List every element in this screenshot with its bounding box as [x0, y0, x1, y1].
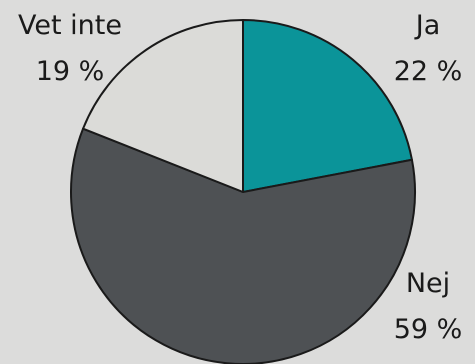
value-label-ja: 22 %: [394, 56, 463, 87]
label-vet-inte: Vet inte 19 %: [18, 10, 122, 87]
label-ja: Ja 22 %: [394, 10, 463, 87]
label-nej: Nej 59 %: [394, 268, 463, 345]
slice-vet-inte: [82, 19, 244, 193]
value-label-vet-inte: 19 %: [36, 56, 105, 87]
pie-slices: [69, 19, 416, 364]
category-label-vet-inte: Vet inte: [18, 10, 122, 41]
slice-ja: [242, 19, 413, 193]
value-label-nej: 59 %: [394, 314, 463, 345]
category-label-nej: Nej: [406, 268, 450, 299]
slice-nej: [69, 127, 416, 364]
category-label-ja: Ja: [414, 10, 441, 41]
